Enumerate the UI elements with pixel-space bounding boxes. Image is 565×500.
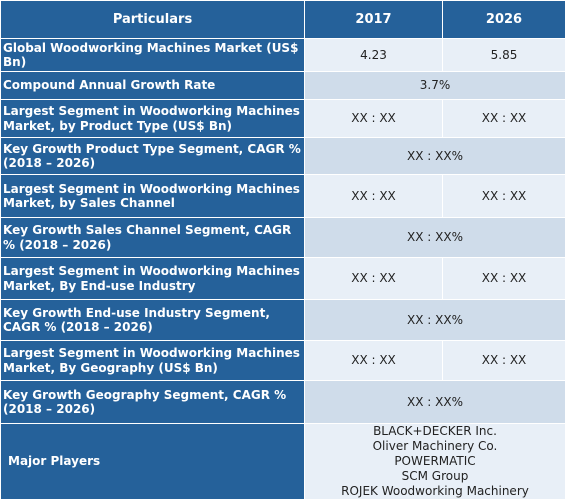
table-row: Global Woodworking Machines Market (US$ … [1,39,565,72]
value-2017: XX : XX [305,341,443,381]
table-row: Compound Annual Growth Rate 3.7% [1,72,565,100]
player-item: ROJEK Woodworking Machinery [307,484,563,499]
header-year-2026: 2026 [443,1,565,39]
major-players-row: Major Players BLACK+DECKER Inc. Oliver M… [1,424,565,500]
table-row: Key Growth Geography Segment, CAGR % (20… [1,381,565,424]
row-label: Key Growth Geography Segment, CAGR % (20… [1,381,305,424]
player-item: Oliver Machinery Co. [307,439,563,454]
table-row: Largest Segment in Woodworking Machines … [1,341,565,381]
row-label: Global Woodworking Machines Market (US$ … [1,39,305,72]
row-label: Largest Segment in Woodworking Machines … [1,341,305,381]
player-item: POWERMATIC [307,454,563,469]
table-row: Key Growth Sales Channel Segment, CAGR %… [1,218,565,258]
row-label: Largest Segment in Woodworking Machines … [1,175,305,218]
major-players-list: BLACK+DECKER Inc. Oliver Machinery Co. P… [305,424,565,500]
player-item: SCM Group [307,469,563,484]
row-label: Largest Segment in Woodworking Machines … [1,258,305,300]
value-merged: 3.7% [305,72,565,100]
row-label: Key Growth Sales Channel Segment, CAGR %… [1,218,305,258]
header-year-2017: 2017 [305,1,443,39]
player-item: BLACK+DECKER Inc. [307,424,563,439]
major-players-label: Major Players [1,424,305,500]
value-2026: XX : XX [443,100,565,138]
header-row: Particulars 2017 2026 [1,1,565,39]
value-merged: XX : XX% [305,381,565,424]
value-2017: 4.23 [305,39,443,72]
value-2017: XX : XX [305,175,443,218]
table-row: Key Growth End-use Industry Segment, CAG… [1,300,565,341]
table-row: Largest Segment in Woodworking Machines … [1,100,565,138]
value-merged: XX : XX% [305,218,565,258]
value-2026: XX : XX [443,175,565,218]
table-row: Key Growth Product Type Segment, CAGR % … [1,138,565,175]
value-merged: XX : XX% [305,300,565,341]
row-label: Compound Annual Growth Rate [1,72,305,100]
header-particulars: Particulars [1,1,305,39]
table-row: Largest Segment in Woodworking Machines … [1,258,565,300]
value-2017: XX : XX [305,100,443,138]
value-2026: XX : XX [443,258,565,300]
row-label: Key Growth End-use Industry Segment, CAG… [1,300,305,341]
value-2026: 5.85 [443,39,565,72]
table-row: Largest Segment in Woodworking Machines … [1,175,565,218]
value-merged: XX : XX% [305,138,565,175]
row-label: Key Growth Product Type Segment, CAGR % … [1,138,305,175]
value-2026: XX : XX [443,341,565,381]
value-2017: XX : XX [305,258,443,300]
row-label: Largest Segment in Woodworking Machines … [1,100,305,138]
